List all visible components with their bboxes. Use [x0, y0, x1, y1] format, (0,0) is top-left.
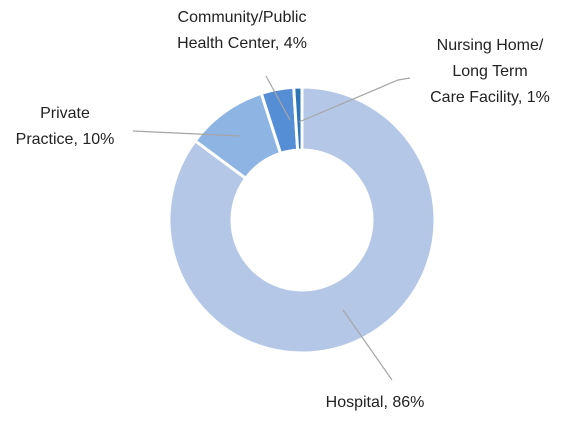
- donut-slice: [167, 85, 437, 355]
- leader-line: [298, 77, 411, 123]
- data-label: Hospital, 86%: [326, 394, 425, 411]
- data-label-line: Hospital, 86%: [326, 394, 425, 411]
- data-label-line: Health Center, 4%: [177, 35, 307, 52]
- data-label-line: Community/Public: [178, 9, 307, 26]
- data-label-line: Private: [40, 105, 90, 122]
- leader-line: [265, 75, 291, 121]
- data-label: Nursing Home/Long Term Care Facility, 1%: [430, 37, 550, 106]
- leader-line: [132, 130, 241, 137]
- leader-line: [342, 309, 393, 381]
- data-label: Community/Public Health Center, 4%: [177, 9, 307, 52]
- donut-slice: [292, 85, 304, 152]
- data-label: Private Practice, 10%: [16, 105, 115, 148]
- data-label-line: Care Facility, 1%: [430, 89, 550, 106]
- data-label-line: Nursing Home/: [437, 37, 544, 54]
- data-label-line: Practice, 10%: [16, 131, 115, 148]
- data-label-line: Long Term: [452, 63, 527, 80]
